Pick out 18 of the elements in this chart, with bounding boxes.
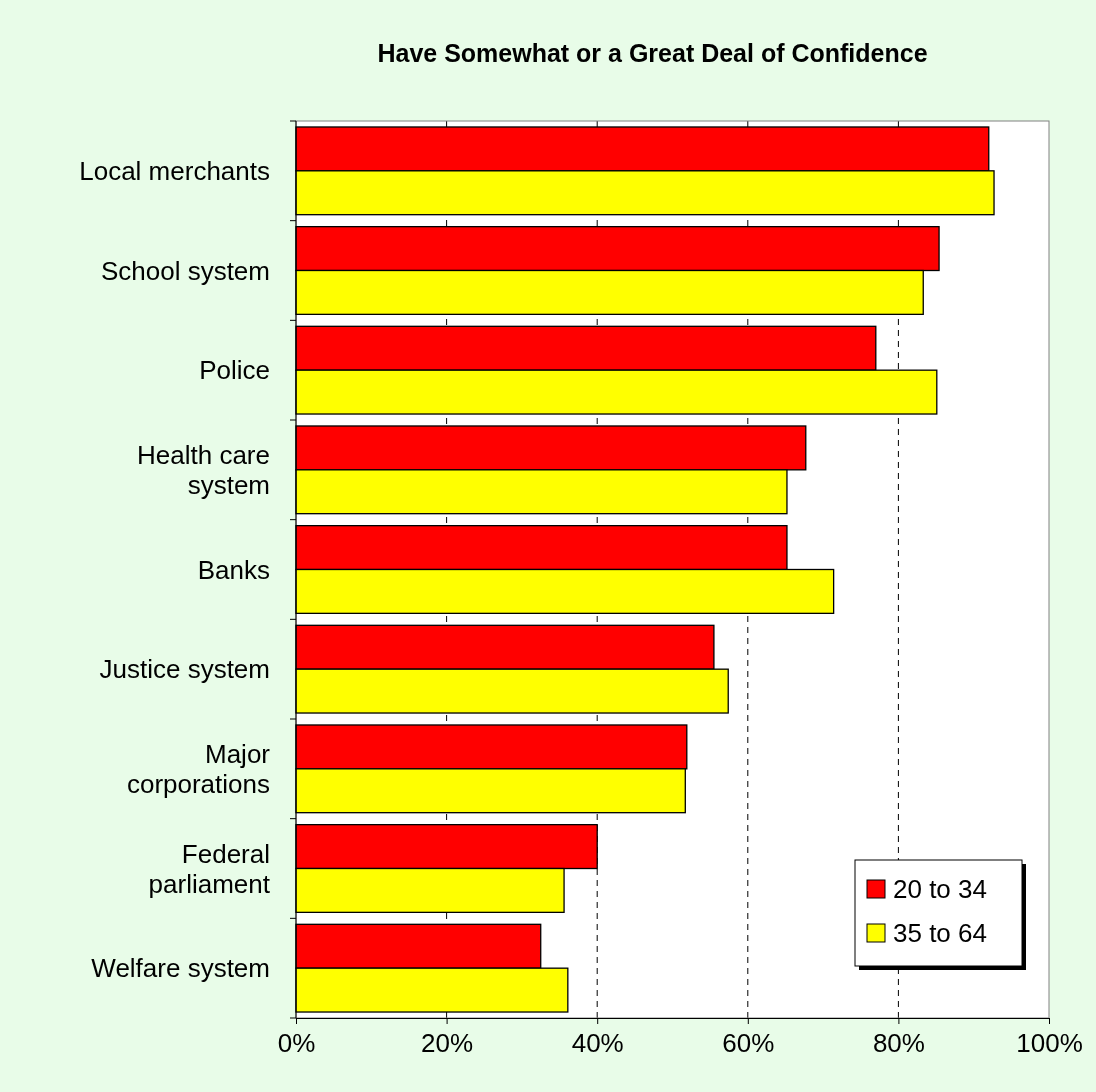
legend-label: 35 to 64 — [893, 918, 987, 948]
y-tick-label: Local merchants — [79, 155, 270, 186]
y-tick-label: Welfare system — [91, 953, 270, 984]
x-tick-label: 0% — [277, 1028, 316, 1059]
y-tick-label: Major corporations — [126, 738, 271, 799]
y-tick-label: Health care system — [137, 439, 270, 500]
y-tick-label: Federal parliament — [148, 838, 271, 899]
chart-title: Have Somewhat or a Great Deal of Confidence — [377, 39, 928, 67]
y-tick-label: School system — [100, 255, 270, 286]
x-tick-label: 40% — [571, 1028, 624, 1059]
y-tick-label: Justice system — [99, 654, 270, 685]
x-tick-label: 80% — [872, 1028, 925, 1059]
x-tick-label: 60% — [722, 1028, 775, 1059]
y-tick-label: Banks — [197, 554, 270, 585]
x-tick-label: 20% — [421, 1028, 474, 1059]
y-tick-label: Police — [199, 355, 270, 386]
legend-label: 20 to 34 — [893, 874, 987, 904]
x-tick-label: 100% — [1016, 1028, 1083, 1059]
